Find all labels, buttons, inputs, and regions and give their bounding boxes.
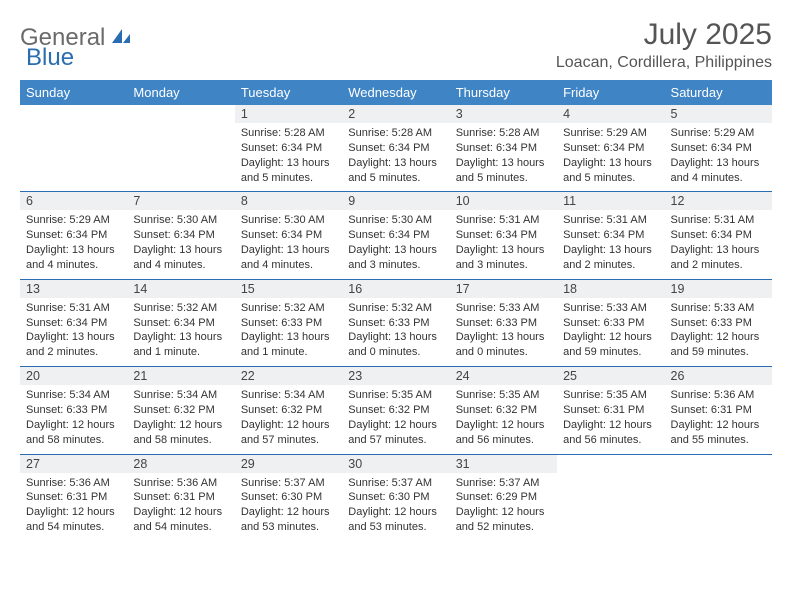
day-detail-cell: Sunrise: 5:31 AMSunset: 6:34 PMDaylight:… [665, 210, 772, 279]
day-detail-cell: Sunrise: 5:34 AMSunset: 6:32 PMDaylight:… [127, 385, 234, 454]
day-detail-cell: Sunrise: 5:29 AMSunset: 6:34 PMDaylight:… [557, 123, 664, 192]
day-detail-cell: Sunrise: 5:32 AMSunset: 6:33 PMDaylight:… [235, 298, 342, 367]
day-number-cell [127, 105, 234, 123]
day-detail-cell [20, 123, 127, 192]
day-number-cell: 7 [127, 192, 234, 211]
detail-row: Sunrise: 5:28 AMSunset: 6:34 PMDaylight:… [20, 123, 772, 192]
day-detail-cell: Sunrise: 5:33 AMSunset: 6:33 PMDaylight:… [450, 298, 557, 367]
day-detail-cell: Sunrise: 5:37 AMSunset: 6:29 PMDaylight:… [450, 473, 557, 541]
detail-row: Sunrise: 5:34 AMSunset: 6:33 PMDaylight:… [20, 385, 772, 454]
daynum-row: 2728293031 [20, 454, 772, 473]
day-detail-cell: Sunrise: 5:33 AMSunset: 6:33 PMDaylight:… [665, 298, 772, 367]
day-number-cell: 26 [665, 367, 772, 386]
location-text: Loacan, Cordillera, Philippines [556, 54, 772, 72]
day-detail-cell: Sunrise: 5:28 AMSunset: 6:34 PMDaylight:… [342, 123, 449, 192]
day-number-cell: 17 [450, 279, 557, 298]
day-number-cell: 8 [235, 192, 342, 211]
brand-sail-icon [110, 27, 132, 50]
detail-row: Sunrise: 5:31 AMSunset: 6:34 PMDaylight:… [20, 298, 772, 367]
day-number-cell: 24 [450, 367, 557, 386]
day-detail-cell: Sunrise: 5:35 AMSunset: 6:32 PMDaylight:… [342, 385, 449, 454]
day-number-cell: 15 [235, 279, 342, 298]
day-detail-cell: Sunrise: 5:35 AMSunset: 6:31 PMDaylight:… [557, 385, 664, 454]
brand-text-blue: Blue [26, 44, 74, 72]
day-header: Tuesday [235, 80, 342, 105]
day-detail-cell: Sunrise: 5:32 AMSunset: 6:33 PMDaylight:… [342, 298, 449, 367]
day-detail-cell [127, 123, 234, 192]
day-number-cell: 11 [557, 192, 664, 211]
day-number-cell: 2 [342, 105, 449, 123]
day-number-cell [557, 454, 664, 473]
daynum-row: 12345 [20, 105, 772, 123]
day-number-cell: 12 [665, 192, 772, 211]
daynum-row: 6789101112 [20, 192, 772, 211]
day-number-cell: 3 [450, 105, 557, 123]
day-number-cell [665, 454, 772, 473]
day-detail-cell: Sunrise: 5:34 AMSunset: 6:32 PMDaylight:… [235, 385, 342, 454]
detail-row: Sunrise: 5:29 AMSunset: 6:34 PMDaylight:… [20, 210, 772, 279]
day-header-row: Sunday Monday Tuesday Wednesday Thursday… [20, 80, 772, 105]
day-detail-cell: Sunrise: 5:29 AMSunset: 6:34 PMDaylight:… [20, 210, 127, 279]
day-number-cell: 29 [235, 454, 342, 473]
day-number-cell: 16 [342, 279, 449, 298]
day-detail-cell: Sunrise: 5:31 AMSunset: 6:34 PMDaylight:… [557, 210, 664, 279]
detail-row: Sunrise: 5:36 AMSunset: 6:31 PMDaylight:… [20, 473, 772, 541]
day-number-cell: 21 [127, 367, 234, 386]
day-number-cell: 19 [665, 279, 772, 298]
day-number-cell: 6 [20, 192, 127, 211]
day-detail-cell: Sunrise: 5:29 AMSunset: 6:34 PMDaylight:… [665, 123, 772, 192]
day-detail-cell: Sunrise: 5:28 AMSunset: 6:34 PMDaylight:… [235, 123, 342, 192]
day-number-cell: 27 [20, 454, 127, 473]
day-number-cell: 10 [450, 192, 557, 211]
day-detail-cell: Sunrise: 5:30 AMSunset: 6:34 PMDaylight:… [342, 210, 449, 279]
day-header: Monday [127, 80, 234, 105]
day-number-cell: 30 [342, 454, 449, 473]
day-header: Sunday [20, 80, 127, 105]
day-number-cell: 22 [235, 367, 342, 386]
day-detail-cell: Sunrise: 5:33 AMSunset: 6:33 PMDaylight:… [557, 298, 664, 367]
day-number-cell: 4 [557, 105, 664, 123]
day-detail-cell: Sunrise: 5:30 AMSunset: 6:34 PMDaylight:… [235, 210, 342, 279]
day-number-cell: 31 [450, 454, 557, 473]
day-detail-cell: Sunrise: 5:37 AMSunset: 6:30 PMDaylight:… [342, 473, 449, 541]
day-header: Wednesday [342, 80, 449, 105]
day-detail-cell: Sunrise: 5:28 AMSunset: 6:34 PMDaylight:… [450, 123, 557, 192]
day-number-cell: 5 [665, 105, 772, 123]
day-header: Thursday [450, 80, 557, 105]
calendar-table: Sunday Monday Tuesday Wednesday Thursday… [20, 80, 772, 541]
day-number-cell: 18 [557, 279, 664, 298]
day-detail-cell [665, 473, 772, 541]
header: General July 2025 Loacan, Cordillera, Ph… [20, 18, 772, 72]
day-detail-cell: Sunrise: 5:30 AMSunset: 6:34 PMDaylight:… [127, 210, 234, 279]
day-number-cell: 13 [20, 279, 127, 298]
month-title: July 2025 [556, 18, 772, 52]
title-block: July 2025 Loacan, Cordillera, Philippine… [556, 18, 772, 72]
calendar-body: 12345Sunrise: 5:28 AMSunset: 6:34 PMDayl… [20, 105, 772, 541]
daynum-row: 13141516171819 [20, 279, 772, 298]
day-detail-cell: Sunrise: 5:36 AMSunset: 6:31 PMDaylight:… [665, 385, 772, 454]
day-detail-cell: Sunrise: 5:34 AMSunset: 6:33 PMDaylight:… [20, 385, 127, 454]
day-detail-cell: Sunrise: 5:32 AMSunset: 6:34 PMDaylight:… [127, 298, 234, 367]
day-detail-cell: Sunrise: 5:31 AMSunset: 6:34 PMDaylight:… [450, 210, 557, 279]
day-header: Friday [557, 80, 664, 105]
day-detail-cell: Sunrise: 5:31 AMSunset: 6:34 PMDaylight:… [20, 298, 127, 367]
day-number-cell: 1 [235, 105, 342, 123]
daynum-row: 20212223242526 [20, 367, 772, 386]
day-detail-cell: Sunrise: 5:37 AMSunset: 6:30 PMDaylight:… [235, 473, 342, 541]
day-number-cell: 9 [342, 192, 449, 211]
day-detail-cell: Sunrise: 5:36 AMSunset: 6:31 PMDaylight:… [20, 473, 127, 541]
day-header: Saturday [665, 80, 772, 105]
day-number-cell: 23 [342, 367, 449, 386]
day-number-cell: 28 [127, 454, 234, 473]
day-detail-cell: Sunrise: 5:36 AMSunset: 6:31 PMDaylight:… [127, 473, 234, 541]
day-number-cell: 14 [127, 279, 234, 298]
day-detail-cell: Sunrise: 5:35 AMSunset: 6:32 PMDaylight:… [450, 385, 557, 454]
day-number-cell: 20 [20, 367, 127, 386]
day-number-cell [20, 105, 127, 123]
day-detail-cell [557, 473, 664, 541]
day-number-cell: 25 [557, 367, 664, 386]
